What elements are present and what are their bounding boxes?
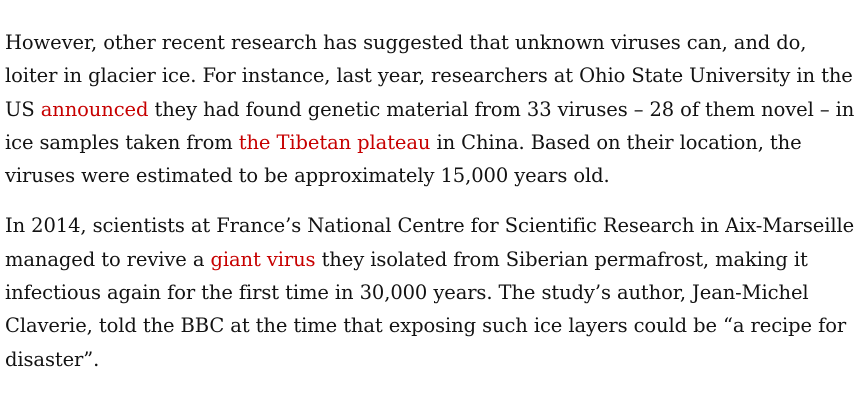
announced-link[interactable]: announced xyxy=(40,97,149,121)
paragraph-1-text-1: However, other recent research has sugge… xyxy=(5,31,853,121)
paragraph-2-text-1: In 2014, scientists at France’s National… xyxy=(5,214,855,271)
tibetan-plateau-link[interactable]: the Tibetan plateau xyxy=(238,130,431,154)
paragraph-2: In 2014, scientists at France’s National… xyxy=(5,209,855,375)
paragraph-1: However, other recent research has sugge… xyxy=(5,26,855,192)
paragraph-2-text-2: they isolated from Siberian permafrost, … xyxy=(5,247,847,371)
article-body: However, other recent research has sugge… xyxy=(5,26,855,393)
paragraph-1-text-2: they had found genetic material from 33 … xyxy=(5,97,855,154)
paragraph-1-text-3: in China. Based on their location, the v… xyxy=(5,130,802,188)
giant-virus-link[interactable]: giant virus xyxy=(210,247,316,271)
